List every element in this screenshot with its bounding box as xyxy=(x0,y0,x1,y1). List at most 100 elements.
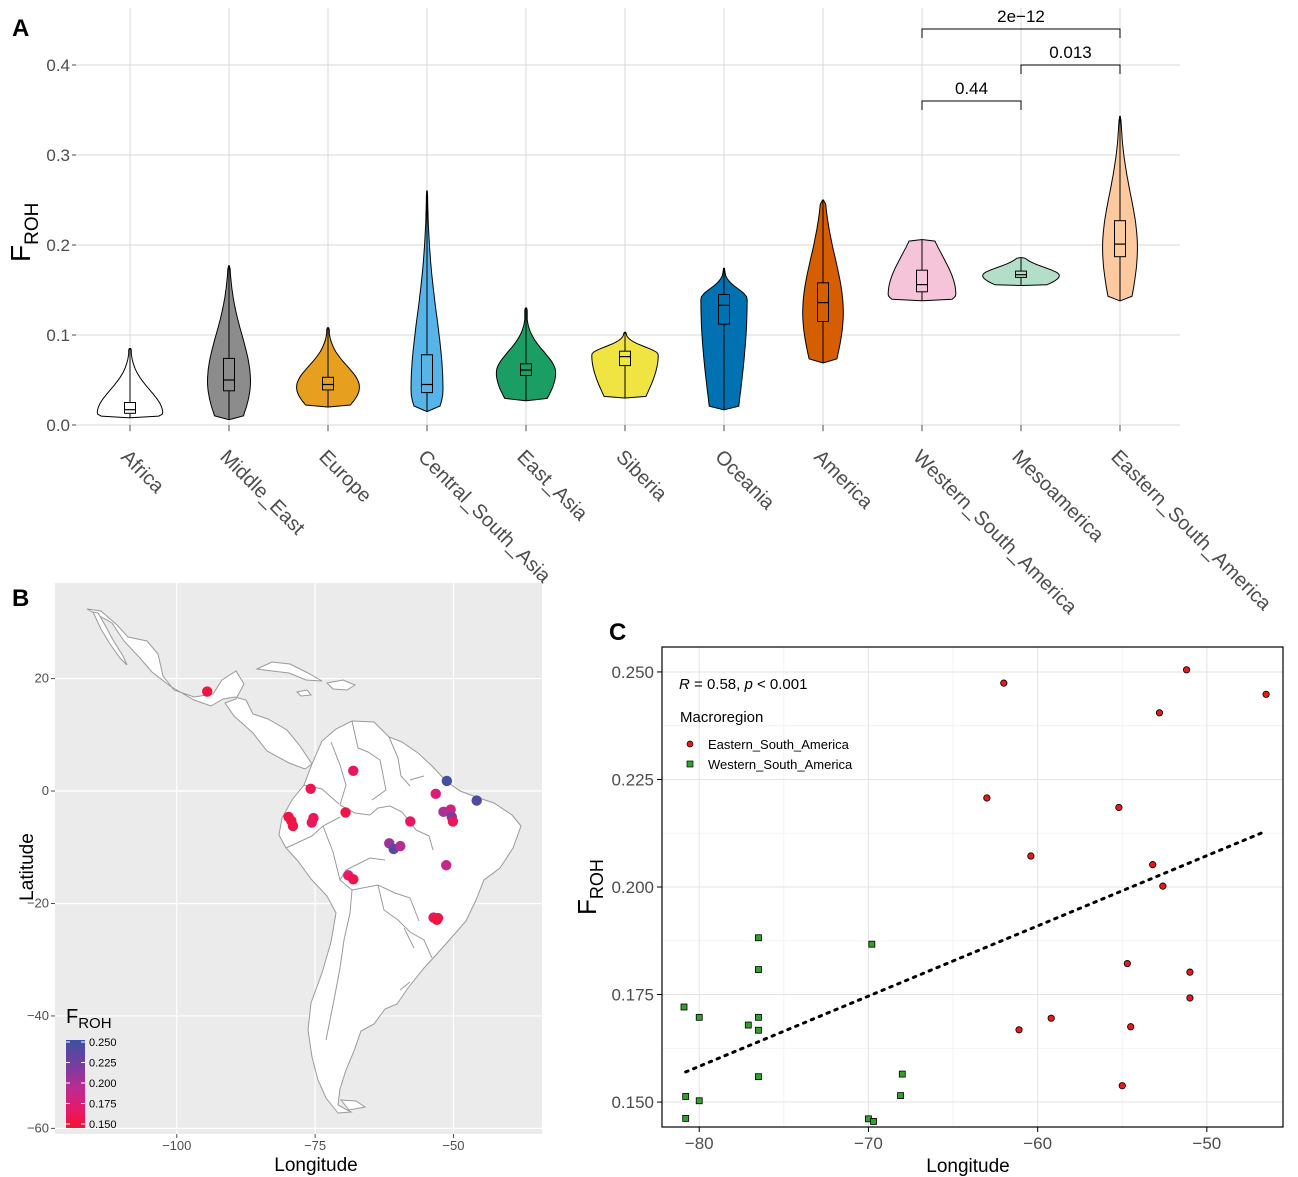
panel-c-y-ticks: 0.150 0.175 0.200 0.225 0.250 xyxy=(611,663,662,1112)
box-Central_South_Asia xyxy=(421,354,433,394)
panel-c-grid xyxy=(662,647,1283,1127)
point-western-south-america xyxy=(680,1003,688,1011)
y-tick-label: −40 xyxy=(27,1008,49,1023)
point-western-south-america xyxy=(755,966,762,973)
comparison-pvalue: 0.44 xyxy=(955,79,988,98)
point-western-south-america xyxy=(755,934,762,942)
point-eastern-south-america xyxy=(1149,861,1157,869)
panel-b-y-ticks: 20 0 −20 −40 −60 xyxy=(27,671,55,1135)
x-tick-label: −60 xyxy=(1023,1134,1052,1153)
legend-title: Macroregion xyxy=(680,709,763,726)
x-tick-label: Africa xyxy=(116,446,168,498)
comparison-bracket xyxy=(1020,64,1121,74)
panel-a-y-ticks: 0.0 0.1 0.2 0.3 0.4 xyxy=(46,56,76,435)
x-tick-label: −50 xyxy=(442,1138,464,1153)
y-tick-label: 0.200 xyxy=(611,878,654,897)
point-western-south-america xyxy=(755,1013,762,1021)
panel-c-points xyxy=(680,666,1270,1125)
panel-c-y-title: FROH xyxy=(572,859,607,915)
point-eastern-south-america xyxy=(1123,959,1131,968)
comparison-pvalue: 0.013 xyxy=(1049,43,1092,62)
macroregion-legend: Macroregion Eastern_South_America Wester… xyxy=(680,709,853,772)
x-tick-label: Oceania xyxy=(710,446,779,515)
map-point xyxy=(306,817,317,828)
x-tick-label: −70 xyxy=(854,1134,883,1153)
annotation-p-value: < 0.001 xyxy=(753,676,808,693)
land-cuba xyxy=(255,661,323,682)
map-point xyxy=(430,788,441,800)
box-Middle_East xyxy=(223,357,235,392)
map-point xyxy=(287,820,299,832)
land-mexico-central-america xyxy=(86,608,313,770)
legend-title: FROH xyxy=(66,1006,112,1032)
regression-dotted-line xyxy=(684,829,1268,1074)
map-point xyxy=(431,914,443,925)
x-tick-label: −100 xyxy=(162,1138,191,1153)
comparison-bracket xyxy=(921,28,1121,38)
map-point xyxy=(340,807,351,818)
panel-a-violins xyxy=(96,115,1138,421)
legend-labels: 0.250 0.225 0.200 0.175 0.150 xyxy=(66,1037,117,1131)
panel-c-label: C xyxy=(609,619,626,646)
legend-label: 0.225 xyxy=(89,1058,117,1070)
point-eastern-south-america xyxy=(983,794,991,802)
legend-label: 0.150 xyxy=(89,1119,117,1131)
map-point xyxy=(395,840,406,852)
panel-a-y-title: FROH xyxy=(5,203,43,262)
map-point xyxy=(441,860,452,871)
legend-gradient-bar xyxy=(66,1040,85,1128)
panel-c-x-ticks: −80 −70 −60 −50 xyxy=(685,1127,1221,1153)
y-tick-label: 20 xyxy=(35,671,49,686)
panel-b-y-title: Latitude xyxy=(17,833,38,901)
annotation-r-value: = 0.58, xyxy=(690,676,745,693)
point-eastern-south-america xyxy=(1159,882,1167,890)
land-baja-california xyxy=(92,611,128,666)
point-western-south-america xyxy=(755,1073,762,1081)
map-point xyxy=(348,874,359,885)
legend-western-marker xyxy=(686,760,694,768)
legend-title-main: F xyxy=(66,1006,78,1028)
point-western-south-america xyxy=(695,1097,703,1105)
point-western-south-america xyxy=(682,1093,690,1100)
point-eastern-south-america xyxy=(1047,1014,1055,1022)
box-Siberia xyxy=(619,350,631,367)
point-western-south-america xyxy=(744,1021,752,1029)
point-eastern-south-america xyxy=(1155,709,1164,717)
box-Oceania xyxy=(718,294,730,325)
y-tick-label: 0.150 xyxy=(611,1093,654,1112)
regression-line xyxy=(684,829,1268,1074)
comparison-bracket xyxy=(921,100,1022,110)
country-borders xyxy=(285,720,434,1041)
legend-label: 0.200 xyxy=(89,1078,117,1090)
y-tick-label: 0.1 xyxy=(46,326,70,345)
land-hispaniola xyxy=(325,679,357,691)
box-Western_South_America xyxy=(916,269,928,293)
panel-c-y-title-main: F xyxy=(572,899,602,915)
y-tick-label: 0.3 xyxy=(46,146,70,165)
point-western-south-america xyxy=(695,1013,703,1021)
legend-eastern-marker xyxy=(686,740,694,748)
point-eastern-south-america xyxy=(1262,690,1270,698)
y-tick-label: 0 xyxy=(42,783,49,798)
legend-eastern-label: Eastern_South_America xyxy=(708,737,850,752)
point-eastern-south-america xyxy=(1000,679,1008,687)
map-point xyxy=(405,816,416,827)
map-point xyxy=(438,806,449,818)
point-western-south-america xyxy=(682,1114,690,1122)
point-western-south-america xyxy=(898,1070,906,1078)
legend-label: 0.175 xyxy=(89,1099,117,1111)
x-tick-label: −75 xyxy=(304,1138,326,1153)
panel-a-y-title-main: F xyxy=(5,245,36,262)
panel-b-x-title: Longitude xyxy=(274,1155,357,1176)
point-eastern-south-america xyxy=(1182,666,1191,674)
panel-b: B xyxy=(12,583,542,1176)
y-tick-label: 0.225 xyxy=(611,770,654,789)
annotation-r: R xyxy=(679,676,690,693)
map-point xyxy=(201,686,213,697)
point-eastern-south-america xyxy=(1186,994,1194,1002)
y-tick-label: −60 xyxy=(27,1120,49,1135)
legend-western-label: Western_South_America xyxy=(708,757,853,772)
point-western-south-america xyxy=(755,1026,762,1034)
